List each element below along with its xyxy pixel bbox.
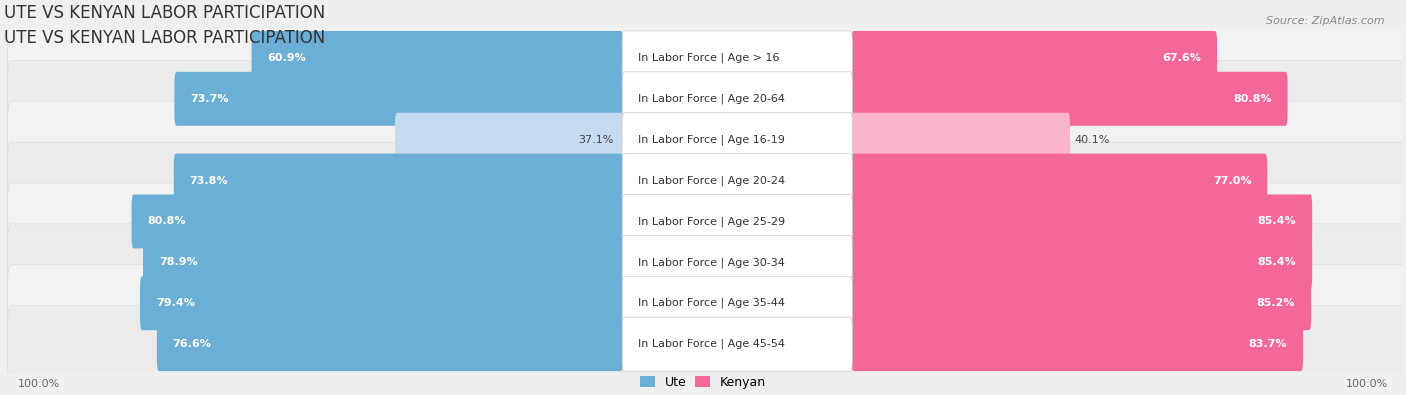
FancyBboxPatch shape [852, 72, 1288, 126]
FancyBboxPatch shape [7, 265, 1405, 342]
Text: 80.8%: 80.8% [1233, 94, 1272, 104]
FancyBboxPatch shape [852, 276, 1310, 330]
Text: In Labor Force | Age 16-19: In Labor Force | Age 16-19 [638, 134, 785, 145]
FancyBboxPatch shape [621, 194, 852, 248]
FancyBboxPatch shape [621, 154, 852, 207]
Text: 76.6%: 76.6% [173, 339, 211, 349]
Text: 67.6%: 67.6% [1163, 53, 1201, 63]
Text: 85.2%: 85.2% [1257, 298, 1295, 308]
Text: In Labor Force | Age > 16: In Labor Force | Age > 16 [638, 53, 779, 63]
Text: 80.8%: 80.8% [148, 216, 186, 226]
Text: 85.4%: 85.4% [1258, 258, 1296, 267]
FancyBboxPatch shape [852, 235, 1312, 289]
FancyBboxPatch shape [157, 317, 623, 371]
Text: In Labor Force | Age 35-44: In Labor Force | Age 35-44 [638, 298, 785, 308]
FancyBboxPatch shape [621, 72, 852, 126]
Text: UTE VS KENYAN LABOR PARTICIPATION: UTE VS KENYAN LABOR PARTICIPATION [4, 29, 325, 47]
Text: Source: ZipAtlas.com: Source: ZipAtlas.com [1267, 16, 1385, 26]
Text: UTE VS KENYAN LABOR PARTICIPATION: UTE VS KENYAN LABOR PARTICIPATION [4, 4, 325, 22]
Text: 78.9%: 78.9% [159, 258, 197, 267]
FancyBboxPatch shape [7, 60, 1405, 137]
FancyBboxPatch shape [7, 224, 1405, 301]
Text: 83.7%: 83.7% [1249, 339, 1288, 349]
FancyBboxPatch shape [7, 19, 1405, 96]
FancyBboxPatch shape [395, 113, 623, 167]
Text: In Labor Force | Age 20-64: In Labor Force | Age 20-64 [638, 94, 785, 104]
Text: 79.4%: 79.4% [156, 298, 194, 308]
Text: In Labor Force | Age 45-54: In Labor Force | Age 45-54 [638, 339, 785, 350]
FancyBboxPatch shape [7, 306, 1405, 383]
FancyBboxPatch shape [852, 317, 1303, 371]
FancyBboxPatch shape [621, 113, 852, 167]
FancyBboxPatch shape [621, 317, 852, 371]
FancyBboxPatch shape [143, 235, 623, 289]
Text: In Labor Force | Age 30-34: In Labor Force | Age 30-34 [638, 257, 785, 267]
Text: 73.8%: 73.8% [190, 175, 228, 186]
FancyBboxPatch shape [141, 276, 623, 330]
FancyBboxPatch shape [621, 235, 852, 289]
FancyBboxPatch shape [174, 154, 623, 207]
FancyBboxPatch shape [7, 101, 1405, 178]
Legend: Ute, Kenyan: Ute, Kenyan [636, 371, 770, 394]
FancyBboxPatch shape [852, 154, 1267, 207]
FancyBboxPatch shape [852, 31, 1218, 85]
Text: In Labor Force | Age 20-24: In Labor Force | Age 20-24 [638, 175, 785, 186]
Text: 77.0%: 77.0% [1213, 175, 1251, 186]
Text: In Labor Force | Age 25-29: In Labor Force | Age 25-29 [638, 216, 785, 227]
Text: 73.7%: 73.7% [190, 94, 229, 104]
Text: 37.1%: 37.1% [578, 135, 614, 145]
FancyBboxPatch shape [132, 194, 623, 248]
FancyBboxPatch shape [7, 183, 1405, 260]
FancyBboxPatch shape [852, 113, 1070, 167]
Text: 85.4%: 85.4% [1258, 216, 1296, 226]
FancyBboxPatch shape [621, 31, 852, 85]
FancyBboxPatch shape [7, 142, 1405, 219]
Text: 60.9%: 60.9% [267, 53, 307, 63]
FancyBboxPatch shape [252, 31, 623, 85]
FancyBboxPatch shape [621, 276, 852, 330]
Text: 100.0%: 100.0% [18, 379, 60, 389]
Text: 100.0%: 100.0% [1346, 379, 1388, 389]
FancyBboxPatch shape [852, 194, 1312, 248]
Text: 40.1%: 40.1% [1074, 135, 1111, 145]
FancyBboxPatch shape [174, 72, 623, 126]
